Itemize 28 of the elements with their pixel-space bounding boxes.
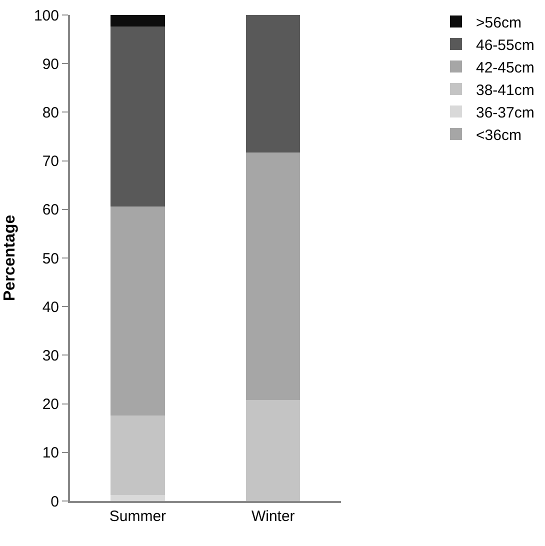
bar bbox=[110, 26, 165, 206]
legend-label: 36-37cm bbox=[476, 104, 534, 122]
y-tick-label: 60 bbox=[42, 202, 59, 219]
y-tick-label: 90 bbox=[42, 56, 59, 73]
y-tick-label: 40 bbox=[42, 298, 59, 316]
bar bbox=[110, 415, 165, 496]
y-tick-label: 80 bbox=[42, 104, 59, 122]
y-tick-label: 100 bbox=[34, 7, 59, 24]
bar bbox=[246, 152, 300, 400]
legend-label: 46-55cm bbox=[476, 36, 534, 54]
y-tick-label: 0 bbox=[50, 493, 59, 510]
x-tick-label: Winter bbox=[251, 508, 295, 525]
y-tick-label: 20 bbox=[42, 396, 59, 414]
legend-label: 42-45cm bbox=[476, 59, 534, 76]
bar bbox=[246, 400, 300, 501]
legend-label: <36cm bbox=[476, 126, 522, 144]
bar bbox=[110, 495, 165, 501]
y-tick-label: 50 bbox=[42, 250, 59, 268]
y-tick-label: 30 bbox=[42, 347, 59, 364]
legend-label: 38-41cm bbox=[476, 82, 534, 99]
bar bbox=[110, 15, 165, 27]
y-tick-label: 70 bbox=[42, 153, 59, 170]
legend-label: >56cm bbox=[476, 14, 522, 32]
bar bbox=[246, 15, 300, 153]
bar bbox=[110, 206, 165, 416]
y-tick-label: 10 bbox=[42, 444, 59, 462]
y-axis-title: Percentage bbox=[1, 214, 18, 302]
x-tick-label: Summer bbox=[109, 508, 166, 525]
